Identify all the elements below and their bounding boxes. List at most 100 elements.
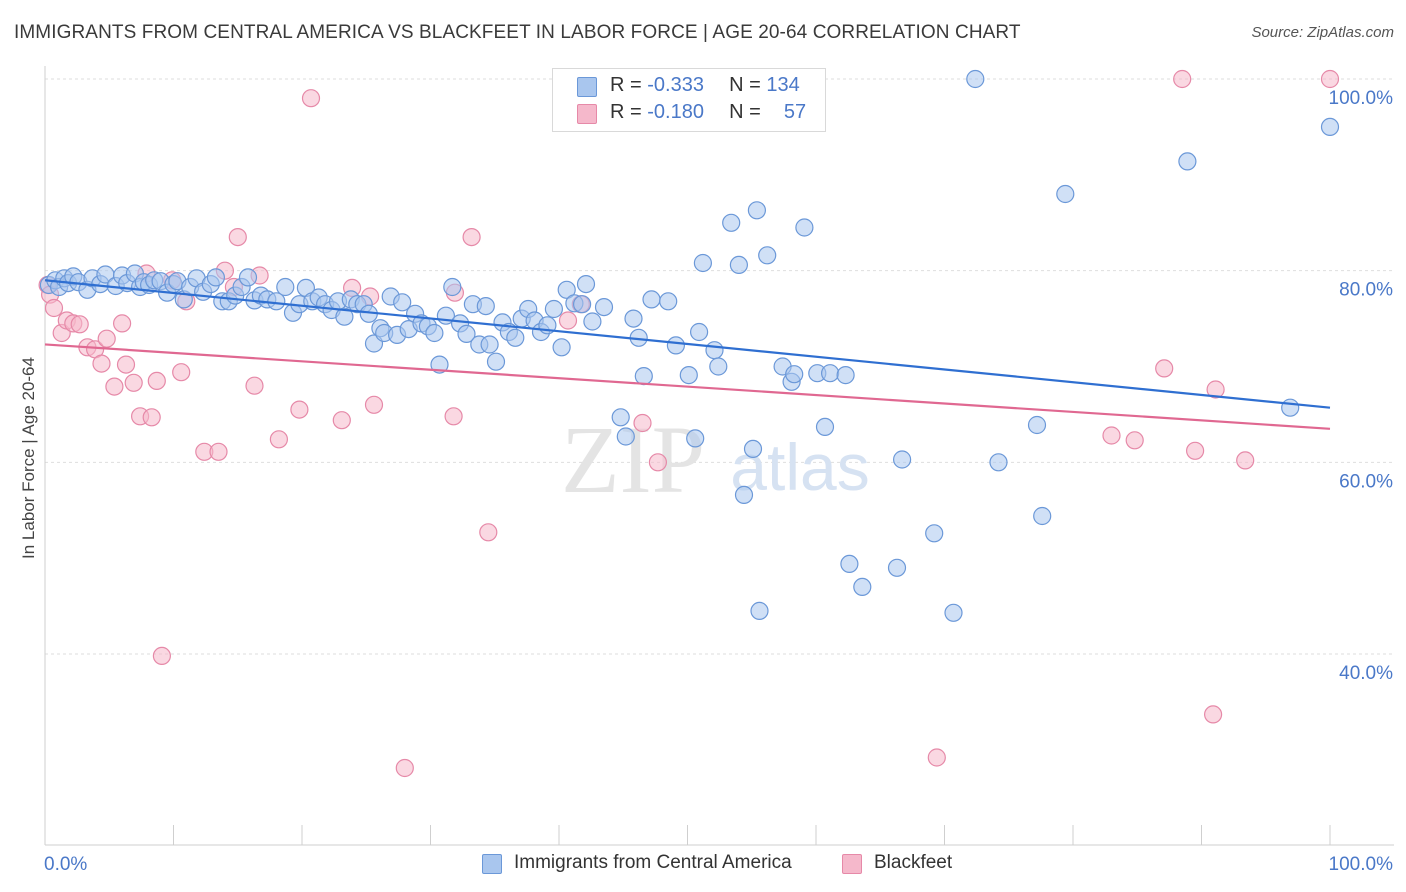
data-point xyxy=(689,322,709,342)
data-point xyxy=(332,411,351,430)
trend-lines xyxy=(44,279,1331,430)
data-point xyxy=(395,758,414,778)
data-point xyxy=(1155,359,1174,378)
data-point xyxy=(1320,117,1340,137)
data-point xyxy=(364,395,384,414)
data-point xyxy=(659,292,678,311)
data-point xyxy=(245,376,264,395)
data-point xyxy=(70,315,89,334)
data-point xyxy=(290,400,309,419)
legend-swatch xyxy=(482,854,502,874)
data-point xyxy=(480,335,499,354)
data-point xyxy=(206,268,225,287)
data-point xyxy=(583,312,602,331)
watermark: ZIP atlas xyxy=(561,406,870,513)
data-point xyxy=(124,373,143,392)
data-point xyxy=(486,352,506,371)
data-point xyxy=(112,314,132,333)
y-tick-label: 40.0% xyxy=(1339,663,1393,684)
legend-label: Blackfeet xyxy=(874,852,953,873)
data-point xyxy=(1320,69,1340,89)
data-point xyxy=(544,299,564,319)
data-point xyxy=(1173,69,1192,89)
data-point xyxy=(594,298,614,317)
data-point xyxy=(722,213,741,232)
data-point xyxy=(734,485,754,504)
data-point xyxy=(729,255,749,274)
data-point xyxy=(1185,441,1205,460)
data-point xyxy=(44,298,64,318)
data-point xyxy=(443,277,462,297)
n-value: 134 xyxy=(766,74,800,96)
legend-swatch xyxy=(577,104,597,124)
y-axis-label: In Labor Force | Age 20-64 xyxy=(19,357,38,559)
data-point xyxy=(966,69,985,89)
data-point xyxy=(430,355,449,374)
data-point xyxy=(105,377,124,396)
data-point xyxy=(479,523,498,542)
data-point xyxy=(705,341,724,360)
x-tick-label: 100.0% xyxy=(1329,854,1394,875)
data-point xyxy=(686,429,705,448)
r-label: R = xyxy=(610,101,642,123)
data-point xyxy=(887,558,907,577)
source-label: Source: ZipAtlas.com xyxy=(1251,24,1394,41)
data-point xyxy=(576,275,596,294)
data-point xyxy=(152,646,171,666)
data-point xyxy=(1056,184,1075,204)
data-point xyxy=(572,295,592,314)
grid xyxy=(45,78,1394,655)
data-point xyxy=(476,297,495,316)
data-point xyxy=(758,246,777,265)
legend-swatch xyxy=(577,77,597,97)
data-point xyxy=(989,453,1008,472)
data-point xyxy=(1125,431,1144,450)
data-point xyxy=(147,371,166,390)
data-point xyxy=(92,354,111,373)
data-point xyxy=(634,367,653,386)
data-point xyxy=(743,439,763,458)
data-point xyxy=(815,417,835,436)
axes xyxy=(44,66,1394,846)
r-value: -0.180 xyxy=(647,101,704,123)
data-point xyxy=(457,324,476,343)
data-point xyxy=(944,603,963,622)
data-point xyxy=(611,408,630,427)
data-point xyxy=(666,336,686,355)
data-point xyxy=(709,357,728,376)
data-point xyxy=(927,748,946,767)
data-point xyxy=(836,366,855,385)
data-point xyxy=(750,601,769,621)
n-value: 57 xyxy=(783,101,807,123)
data-point xyxy=(840,554,859,574)
data-point xyxy=(1236,451,1255,470)
trend-line xyxy=(44,279,1331,409)
data-point xyxy=(557,280,576,299)
n-label: N = xyxy=(729,101,761,123)
data-point xyxy=(393,293,412,312)
data-point xyxy=(785,365,804,384)
trend-line xyxy=(44,343,1331,430)
data-point xyxy=(425,323,444,343)
n-label: N = xyxy=(729,74,761,96)
data-point xyxy=(624,309,643,328)
data-point xyxy=(1206,380,1225,399)
data-point xyxy=(209,442,228,461)
data-point xyxy=(795,218,814,237)
y-tick-label: 80.0% xyxy=(1339,280,1393,301)
data-point xyxy=(97,329,116,348)
data-point xyxy=(142,408,161,427)
data-point xyxy=(1102,426,1121,445)
data-point xyxy=(853,577,872,597)
data-point xyxy=(616,427,635,446)
data-point xyxy=(679,366,698,385)
y-tick-label: 100.0% xyxy=(1329,88,1394,109)
chart-title: IMMIGRANTS FROM CENTRAL AMERICA VS BLACK… xyxy=(14,22,1021,43)
legend-swatch xyxy=(842,854,862,874)
data-point xyxy=(820,364,840,383)
data-point xyxy=(693,253,713,273)
stats-legend: R = -0.333 N = 134 R = -0.180 N = 57 xyxy=(552,68,826,132)
data-point xyxy=(228,228,247,247)
r-value: -0.333 xyxy=(647,74,704,96)
